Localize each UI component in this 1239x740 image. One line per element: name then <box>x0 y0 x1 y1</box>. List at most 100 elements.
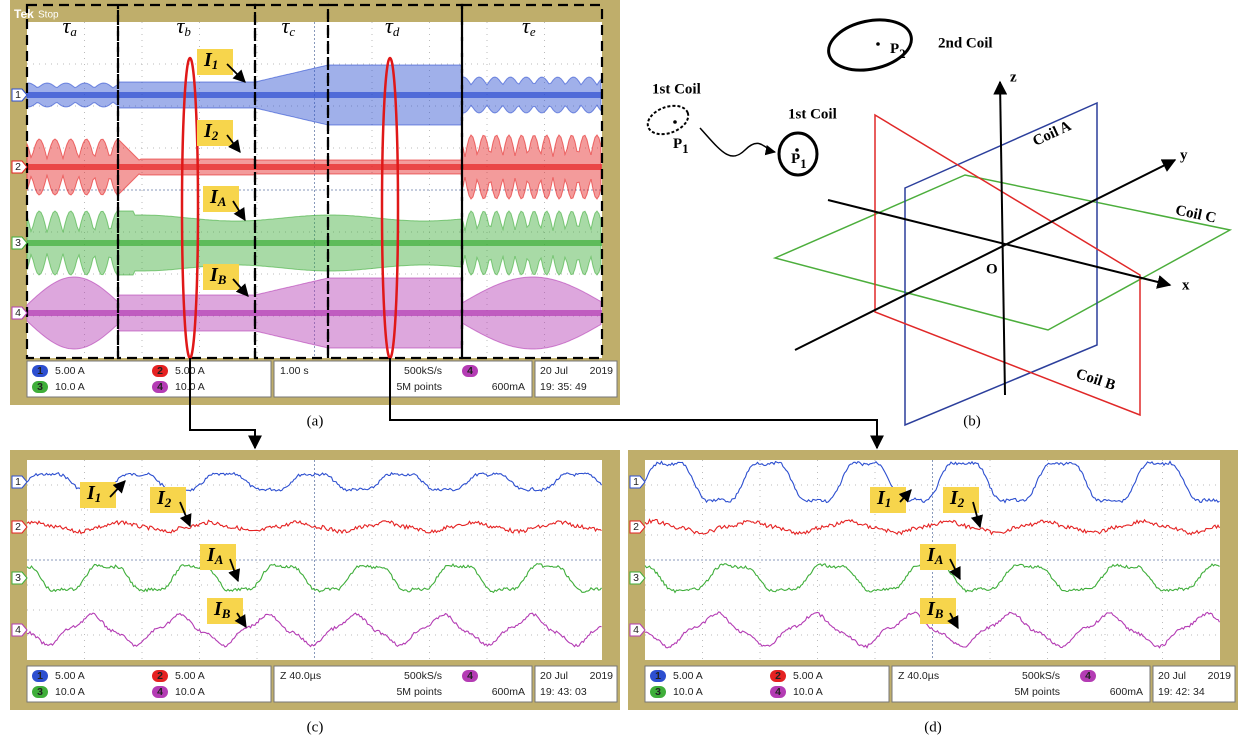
trigger-level: 600mA <box>492 381 525 393</box>
current-label-sub: A <box>217 194 227 209</box>
sample-rate: 500kS/s <box>404 365 442 377</box>
trigger-channel: 4 <box>467 365 473 377</box>
sample-rate: 500kS/s <box>404 670 442 682</box>
channel-marker-label: 3 <box>15 237 21 249</box>
trigger-channel: 4 <box>467 670 473 682</box>
current-label-sub: 1 <box>212 57 219 72</box>
year: 2019 <box>590 365 614 377</box>
axis-label: z <box>1010 69 1017 85</box>
interval-label-sub: c <box>289 24 295 39</box>
coil-label: 2nd Coil <box>938 35 993 51</box>
motion-curve <box>700 128 775 156</box>
channel-number: 2 <box>157 670 163 682</box>
figure: 1 5.00 A 2 5.00 A 3 10.0 A 4 10.0 A 1.00 s 500kS/… <box>0 0 1239 740</box>
current-label-sub: B <box>221 606 231 621</box>
caption: (d) <box>924 719 942 735</box>
channel-scale: 10.0 A <box>175 686 205 698</box>
year: 2019 <box>590 670 614 682</box>
channel-marker-label: 4 <box>633 624 639 636</box>
channel-number: 2 <box>775 670 781 682</box>
channel-scale: 5.00 A <box>793 670 823 682</box>
channel-scale: 10.0 A <box>55 686 85 698</box>
channel-number: 1 <box>37 365 43 377</box>
timebase: Z 40.0µs <box>898 670 939 682</box>
current-label-sub: 1 <box>885 495 892 510</box>
year: 2019 <box>1208 670 1232 682</box>
interval-label-sub: d <box>393 24 400 39</box>
point-label: P1 <box>673 136 689 156</box>
point-label-sub: 1 <box>800 156 807 171</box>
coil-label: 1st Coil <box>652 81 701 97</box>
clock: 19: 42: 34 <box>1158 686 1205 698</box>
figure-content: 1 5.00 A 2 5.00 A 3 10.0 A 4 10.0 A 1.00 s 500kS/… <box>10 0 1238 735</box>
point-label-base: P <box>673 136 682 152</box>
channel-number: 4 <box>157 686 163 698</box>
scope-brand: Tek <box>14 7 34 21</box>
point-label-base: P <box>791 151 800 167</box>
current-label-sub: 2 <box>211 128 219 143</box>
timebase: Z 40.0µs <box>280 670 321 682</box>
trigger-channel: 4 <box>1085 670 1091 682</box>
channel-number: 3 <box>655 686 661 698</box>
coil-1-dashed <box>644 101 692 140</box>
current-label-sub: B <box>934 606 944 621</box>
current-label-sub: B <box>217 272 227 287</box>
channel-scale: 10.0 A <box>55 381 85 393</box>
caption: (b) <box>963 413 981 429</box>
scope-state: Stop <box>38 10 59 21</box>
current-label-sub: 2 <box>957 495 965 510</box>
point <box>673 120 677 124</box>
channel-marker-label: 2 <box>633 521 639 533</box>
axis-label: y <box>1180 147 1188 163</box>
current-label-sub: A <box>214 552 224 567</box>
channel-scale: 10.0 A <box>673 686 703 698</box>
axis <box>828 200 1170 285</box>
date: 20 Jul <box>540 365 568 377</box>
point-label-base: P <box>890 41 899 57</box>
record-length: 5M points <box>396 686 442 698</box>
channel-number: 2 <box>157 365 163 377</box>
channel-scale: 5.00 A <box>673 670 703 682</box>
channel-marker-label: 3 <box>15 572 21 584</box>
trigger-level: 600mA <box>492 686 525 698</box>
axis <box>1000 82 1005 395</box>
coil-b-plane <box>875 115 1140 415</box>
channel-marker-label: 1 <box>15 476 21 488</box>
channel-marker-label: 1 <box>633 476 639 488</box>
interval-label-sub: b <box>184 24 191 39</box>
clock: 19: 35: 49 <box>540 381 587 393</box>
coil-label: Coil B <box>1074 366 1117 394</box>
interval-label-sub: e <box>530 24 536 39</box>
channel-number: 4 <box>775 686 781 698</box>
point-label-sub: 2 <box>899 46 906 61</box>
current-label-sub: 2 <box>164 495 172 510</box>
channel-number: 4 <box>157 381 163 393</box>
channel-number: 3 <box>37 381 43 393</box>
origin-label: O <box>986 261 998 277</box>
caption: (a) <box>307 413 324 429</box>
caption: (c) <box>307 719 324 735</box>
channel-marker-label: 4 <box>15 624 21 636</box>
current-label-sub: A <box>934 552 944 567</box>
channel-marker-label: 2 <box>15 161 21 173</box>
timebase: 1.00 s <box>280 365 309 377</box>
record-length: 5M points <box>396 381 442 393</box>
channel-scale: 5.00 A <box>55 670 85 682</box>
channel-marker-label: 4 <box>15 307 21 319</box>
channel-scale: 5.00 A <box>55 365 85 377</box>
record-length: 5M points <box>1014 686 1060 698</box>
date: 20 Jul <box>1158 670 1186 682</box>
current-label-sub: 1 <box>95 490 102 505</box>
point-label-sub: 1 <box>682 141 689 156</box>
channel-number: 3 <box>37 686 43 698</box>
channel-marker-label: 1 <box>15 89 21 101</box>
channel-number: 1 <box>655 670 661 682</box>
channel-marker-label: 3 <box>633 572 639 584</box>
axis-label: x <box>1182 277 1190 293</box>
point-label: P1 <box>791 151 807 171</box>
channel-scale: 5.00 A <box>175 670 205 682</box>
clock: 19: 43: 03 <box>540 686 587 698</box>
channel-number: 1 <box>37 670 43 682</box>
coil-label: 1st Coil <box>788 106 837 122</box>
channel-scale: 10.0 A <box>793 686 823 698</box>
